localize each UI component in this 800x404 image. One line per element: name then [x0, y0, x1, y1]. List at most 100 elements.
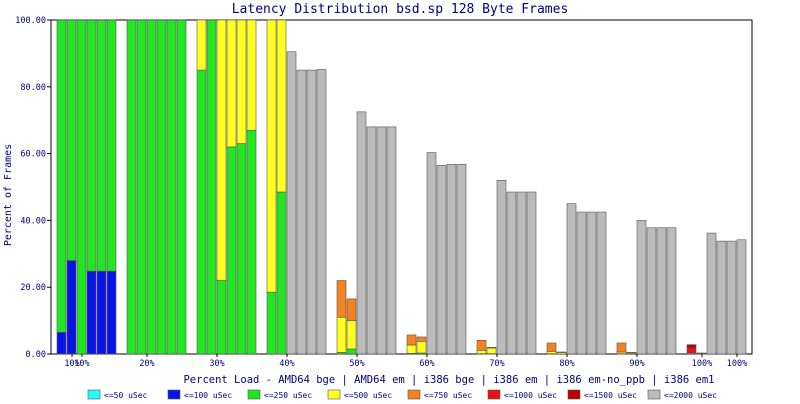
bar-51-segment-7: [566, 203, 577, 355]
bar-3: [86, 19, 97, 355]
bar-4-segment-1: [96, 270, 107, 355]
bar-49-segment-4: [546, 342, 557, 352]
bar-56: [616, 342, 627, 355]
bar-28-segment-3: [336, 316, 347, 353]
bar-36: [416, 336, 427, 355]
bar-16-segment-2: [216, 280, 227, 355]
bar-8: [136, 19, 147, 355]
chart-title: Latency Distribution bsd.sp 128 Byte Fra…: [232, 2, 569, 17]
bar-7: [126, 19, 137, 355]
bar-21-segment-3: [266, 19, 277, 293]
x-tick-label-11: 100%: [727, 359, 747, 369]
bar-26: [316, 69, 327, 355]
bar-0-segment-2: [56, 19, 67, 333]
legend-swatch-7: [647, 389, 661, 400]
bar-9: [146, 19, 157, 355]
legend-label-2: <=250 uSec: [264, 391, 312, 400]
bar-25: [306, 69, 317, 355]
bar-29: [346, 298, 357, 355]
legend-item-2: <=250 uSec: [247, 389, 312, 400]
bar-3-segment-1: [86, 270, 97, 355]
bar-68-segment-7: [736, 239, 747, 355]
legend-swatch-1: [167, 389, 181, 400]
legend-label-1: <=100 uSec: [184, 391, 232, 400]
bar-22-segment-3: [276, 19, 287, 193]
bar-43-segment-4: [486, 347, 497, 349]
legend-item-4: <=750 uSec: [407, 389, 472, 400]
bar-58-segment-7: [636, 220, 647, 355]
bar-22-segment-2: [276, 191, 287, 355]
bar-18: [236, 19, 247, 355]
bar-4: [96, 19, 107, 355]
bar-0-segment-1: [56, 331, 67, 355]
bar-57-segment-4: [626, 352, 637, 354]
bar-12-segment-2: [176, 19, 187, 355]
legend-swatch-3: [327, 389, 341, 400]
legend: <=50 uSec <=100 uSec <=250 uSec <=500 uSec <…: [87, 389, 717, 400]
x-tick-label-9: 90%: [629, 359, 644, 369]
y-tick-label-2: 40.00: [20, 216, 46, 226]
x-axis: 10%10% 20% 30% 40% 50% 60% 70% 80% 90% 100% 100%: [64, 354, 747, 369]
bar-65-segment-7: [706, 232, 717, 355]
bar-33: [386, 126, 397, 355]
bar-9-segment-2: [146, 19, 157, 355]
bar-63-segment-6: [686, 344, 697, 349]
bar-22: [276, 19, 287, 355]
bar-19: [246, 19, 257, 355]
bars-layer: [56, 19, 747, 355]
bar-66: [716, 240, 727, 355]
legend-swatch-4: [407, 389, 421, 400]
legend-item-0: <=50 uSec: [87, 389, 148, 400]
bar-8-segment-2: [136, 19, 147, 355]
x-tick-label-1: 10%: [74, 359, 89, 369]
bar-32: [376, 126, 387, 355]
bar-44: [496, 180, 507, 355]
bar-25-segment-7: [306, 69, 317, 355]
bar-60: [656, 227, 667, 355]
bar-42-segment-4: [476, 340, 487, 351]
x-tick-label-6: 60%: [419, 359, 434, 369]
bar-18-segment-3: [236, 19, 247, 144]
bar-35-segment-4: [406, 334, 417, 346]
bar-68: [736, 239, 747, 355]
bar-64: [696, 352, 707, 355]
plot-area-frame: [50, 19, 753, 355]
bar-63: [686, 344, 697, 355]
bar-59: [646, 227, 657, 355]
legend-swatch-0: [87, 389, 101, 400]
bar-38-segment-7: [436, 164, 447, 355]
bar-67: [726, 240, 737, 355]
y-tick-label-3: 60.00: [20, 150, 46, 160]
bar-2-segment-2: [76, 19, 87, 355]
bar-1-segment-1: [66, 260, 77, 355]
legend-item-5: <=1000 uSec: [487, 389, 557, 400]
bar-29-segment-4: [346, 298, 357, 321]
bar-5-segment-1: [106, 270, 117, 355]
bar-30-segment-7: [356, 111, 367, 355]
x-tick-label-4: 40%: [279, 359, 294, 369]
x-tick-label-2: 20%: [139, 359, 154, 369]
x-tick-label-8: 80%: [559, 359, 574, 369]
y-tick-label-1: 20.00: [20, 283, 46, 293]
bar-17-segment-2: [226, 146, 237, 355]
bar-44-segment-7: [496, 180, 507, 355]
bar-49: [546, 342, 557, 355]
legend-label-3: <=500 uSec: [344, 391, 392, 400]
bar-7-segment-2: [126, 19, 137, 355]
bar-63-segment-5: [686, 347, 697, 354]
bar-21: [266, 19, 277, 355]
bar-42: [476, 340, 487, 355]
bar-33-segment-7: [386, 126, 397, 355]
bar-11-segment-2: [166, 19, 177, 355]
y-tick-label-5: 100.00: [15, 16, 46, 26]
bar-36-segment-4: [416, 336, 427, 342]
legend-label-0: <=50 uSec: [104, 391, 148, 400]
bar-24: [296, 69, 307, 355]
bar-5-segment-2: [106, 19, 117, 272]
bar-51: [566, 203, 577, 355]
bar-35: [406, 334, 417, 355]
bar-57: [626, 352, 637, 355]
x-tick-label-10: 100%: [692, 359, 712, 369]
bar-15-segment-2: [206, 19, 217, 355]
